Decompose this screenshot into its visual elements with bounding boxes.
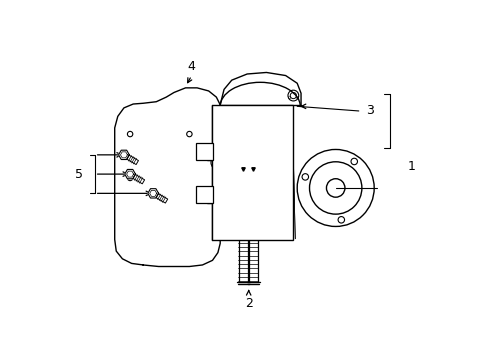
Circle shape [302, 174, 308, 180]
FancyBboxPatch shape [212, 105, 293, 239]
Text: o: o [287, 95, 290, 100]
Text: 1: 1 [407, 160, 414, 173]
Polygon shape [133, 174, 144, 184]
Circle shape [337, 217, 344, 223]
Text: o: o [295, 95, 298, 100]
Polygon shape [156, 194, 167, 203]
Polygon shape [124, 170, 135, 179]
Circle shape [326, 179, 344, 197]
Text: 2: 2 [244, 297, 252, 310]
Text: 4: 4 [187, 60, 195, 73]
Polygon shape [118, 150, 129, 159]
FancyBboxPatch shape [196, 186, 213, 203]
Text: 5: 5 [75, 168, 83, 181]
Circle shape [350, 158, 357, 165]
Polygon shape [147, 189, 158, 198]
Polygon shape [126, 155, 138, 165]
Text: 3: 3 [366, 104, 373, 117]
Circle shape [297, 149, 373, 226]
FancyBboxPatch shape [196, 143, 213, 160]
